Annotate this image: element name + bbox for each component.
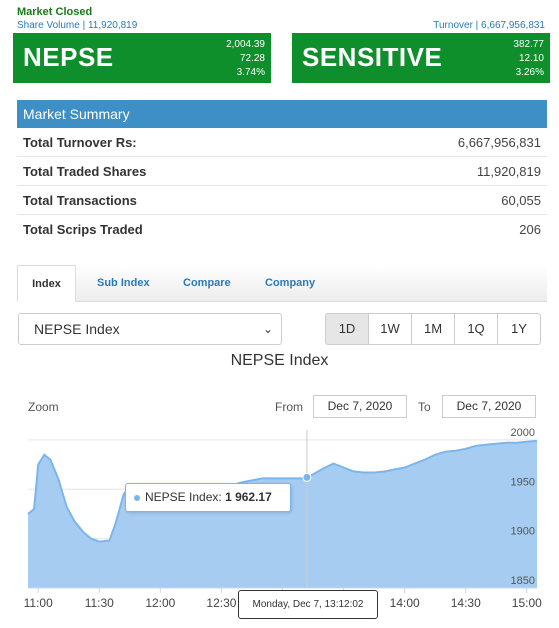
hover-point bbox=[302, 472, 312, 482]
series-tooltip: NEPSE Index: 1 962.17 bbox=[125, 483, 291, 512]
range-button-1d[interactable]: 1D bbox=[325, 313, 369, 345]
x-axis-tooltip: Monday, Dec 7, 13:12:02 bbox=[238, 590, 378, 619]
row-label: Total Traded Shares bbox=[23, 164, 147, 179]
series-marker-icon bbox=[134, 494, 140, 501]
tile-name: NEPSE bbox=[23, 42, 114, 72]
tile-name: SENSITIVE bbox=[302, 42, 443, 72]
tile-percent: 3.74% bbox=[236, 67, 265, 78]
table-row: Total Turnover Rs: 6,667,956,831 bbox=[17, 128, 547, 157]
tooltip-value: 1 962.17 bbox=[225, 490, 272, 504]
x-tick-label: 11:00 bbox=[24, 596, 53, 610]
y-tick-label: 1850 bbox=[511, 575, 535, 587]
index-select-value: NEPSE Index bbox=[34, 321, 120, 337]
x-tick-label: 14:00 bbox=[390, 596, 420, 610]
x-tick-label: 12:00 bbox=[145, 596, 175, 610]
from-date-input[interactable]: Dec 7, 2020 bbox=[313, 395, 407, 418]
market-status: Market Closed bbox=[17, 6, 93, 18]
to-label: To bbox=[418, 400, 431, 414]
market-summary-table: Market Summary Total Turnover Rs: 6,667,… bbox=[17, 100, 547, 244]
index-select[interactable]: NEPSE Index ⌄ bbox=[18, 313, 282, 345]
share-volume: Share Volume | 11,920,819 bbox=[17, 20, 138, 31]
series-line bbox=[27, 439, 538, 543]
range-button-1m[interactable]: 1M bbox=[411, 313, 455, 345]
tile-change: 72.28 bbox=[239, 53, 265, 64]
chevron-down-icon: ⌄ bbox=[262, 322, 273, 336]
table-row: Total Traded Shares 11,920,819 bbox=[17, 157, 547, 186]
x-tick-label: 11:30 bbox=[85, 596, 114, 610]
row-label: Total Scrips Traded bbox=[23, 222, 143, 237]
table-row: Total Scrips Traded 206 bbox=[17, 215, 547, 244]
tile-values: 2,004.39 72.28 3.74% bbox=[226, 38, 265, 80]
tab-sub-index[interactable]: Sub Index bbox=[97, 277, 150, 289]
y-tick-label: 1900 bbox=[511, 526, 535, 538]
tab-index[interactable]: Index bbox=[17, 265, 76, 302]
to-date-input[interactable]: Dec 7, 2020 bbox=[442, 395, 536, 418]
nepse-tile[interactable]: NEPSE 2,004.39 72.28 3.74% bbox=[13, 33, 271, 83]
tile-values: 382.77 12.10 3.26% bbox=[513, 38, 544, 80]
tab-compare[interactable]: Compare bbox=[183, 277, 231, 289]
x-tick-label: 15:00 bbox=[512, 596, 542, 610]
turnover: Turnover | 6,667,956,831 bbox=[433, 20, 545, 31]
row-label: Total Turnover Rs: bbox=[23, 135, 137, 150]
zoom-label: Zoom bbox=[28, 400, 59, 414]
tab-company[interactable]: Company bbox=[265, 277, 316, 289]
tooltip-series-name: NEPSE Index: bbox=[145, 490, 222, 504]
range-button-1q[interactable]: 1Q bbox=[454, 313, 498, 345]
row-value: 6,667,956,831 bbox=[457, 135, 541, 150]
chart-tabs: Index Sub Index Compare Company bbox=[17, 265, 547, 302]
row-value: 60,055 bbox=[501, 193, 541, 208]
range-button-1w[interactable]: 1W bbox=[368, 313, 412, 345]
tile-value: 382.77 bbox=[513, 39, 544, 50]
from-label: From bbox=[275, 400, 303, 414]
tile-change: 12.10 bbox=[518, 53, 544, 64]
sensitive-tile[interactable]: SENSITIVE 382.77 12.10 3.26% bbox=[292, 33, 550, 83]
nepse-index-chart[interactable]: 185019001950200011:0011:3012:0012:3013:0… bbox=[0, 420, 559, 628]
y-tick-label: 1950 bbox=[511, 476, 535, 488]
x-tick-label: 14:30 bbox=[451, 596, 481, 610]
range-button-1y[interactable]: 1Y bbox=[497, 313, 541, 345]
y-tick-label: 2000 bbox=[511, 427, 535, 439]
series-area bbox=[28, 440, 537, 588]
tile-value: 2,004.39 bbox=[226, 39, 265, 50]
row-value: 206 bbox=[519, 222, 541, 237]
x-tick-label: 12:30 bbox=[206, 596, 236, 610]
chart-title: NEPSE Index bbox=[230, 352, 329, 369]
row-value: 11,920,819 bbox=[476, 164, 541, 179]
table-row: Total Transactions 60,055 bbox=[17, 186, 547, 215]
tile-percent: 3.26% bbox=[515, 67, 544, 78]
range-selector: 1D 1W 1M 1Q 1Y bbox=[325, 313, 541, 345]
row-label: Total Transactions bbox=[23, 193, 137, 208]
market-summary-title: Market Summary bbox=[17, 100, 547, 128]
